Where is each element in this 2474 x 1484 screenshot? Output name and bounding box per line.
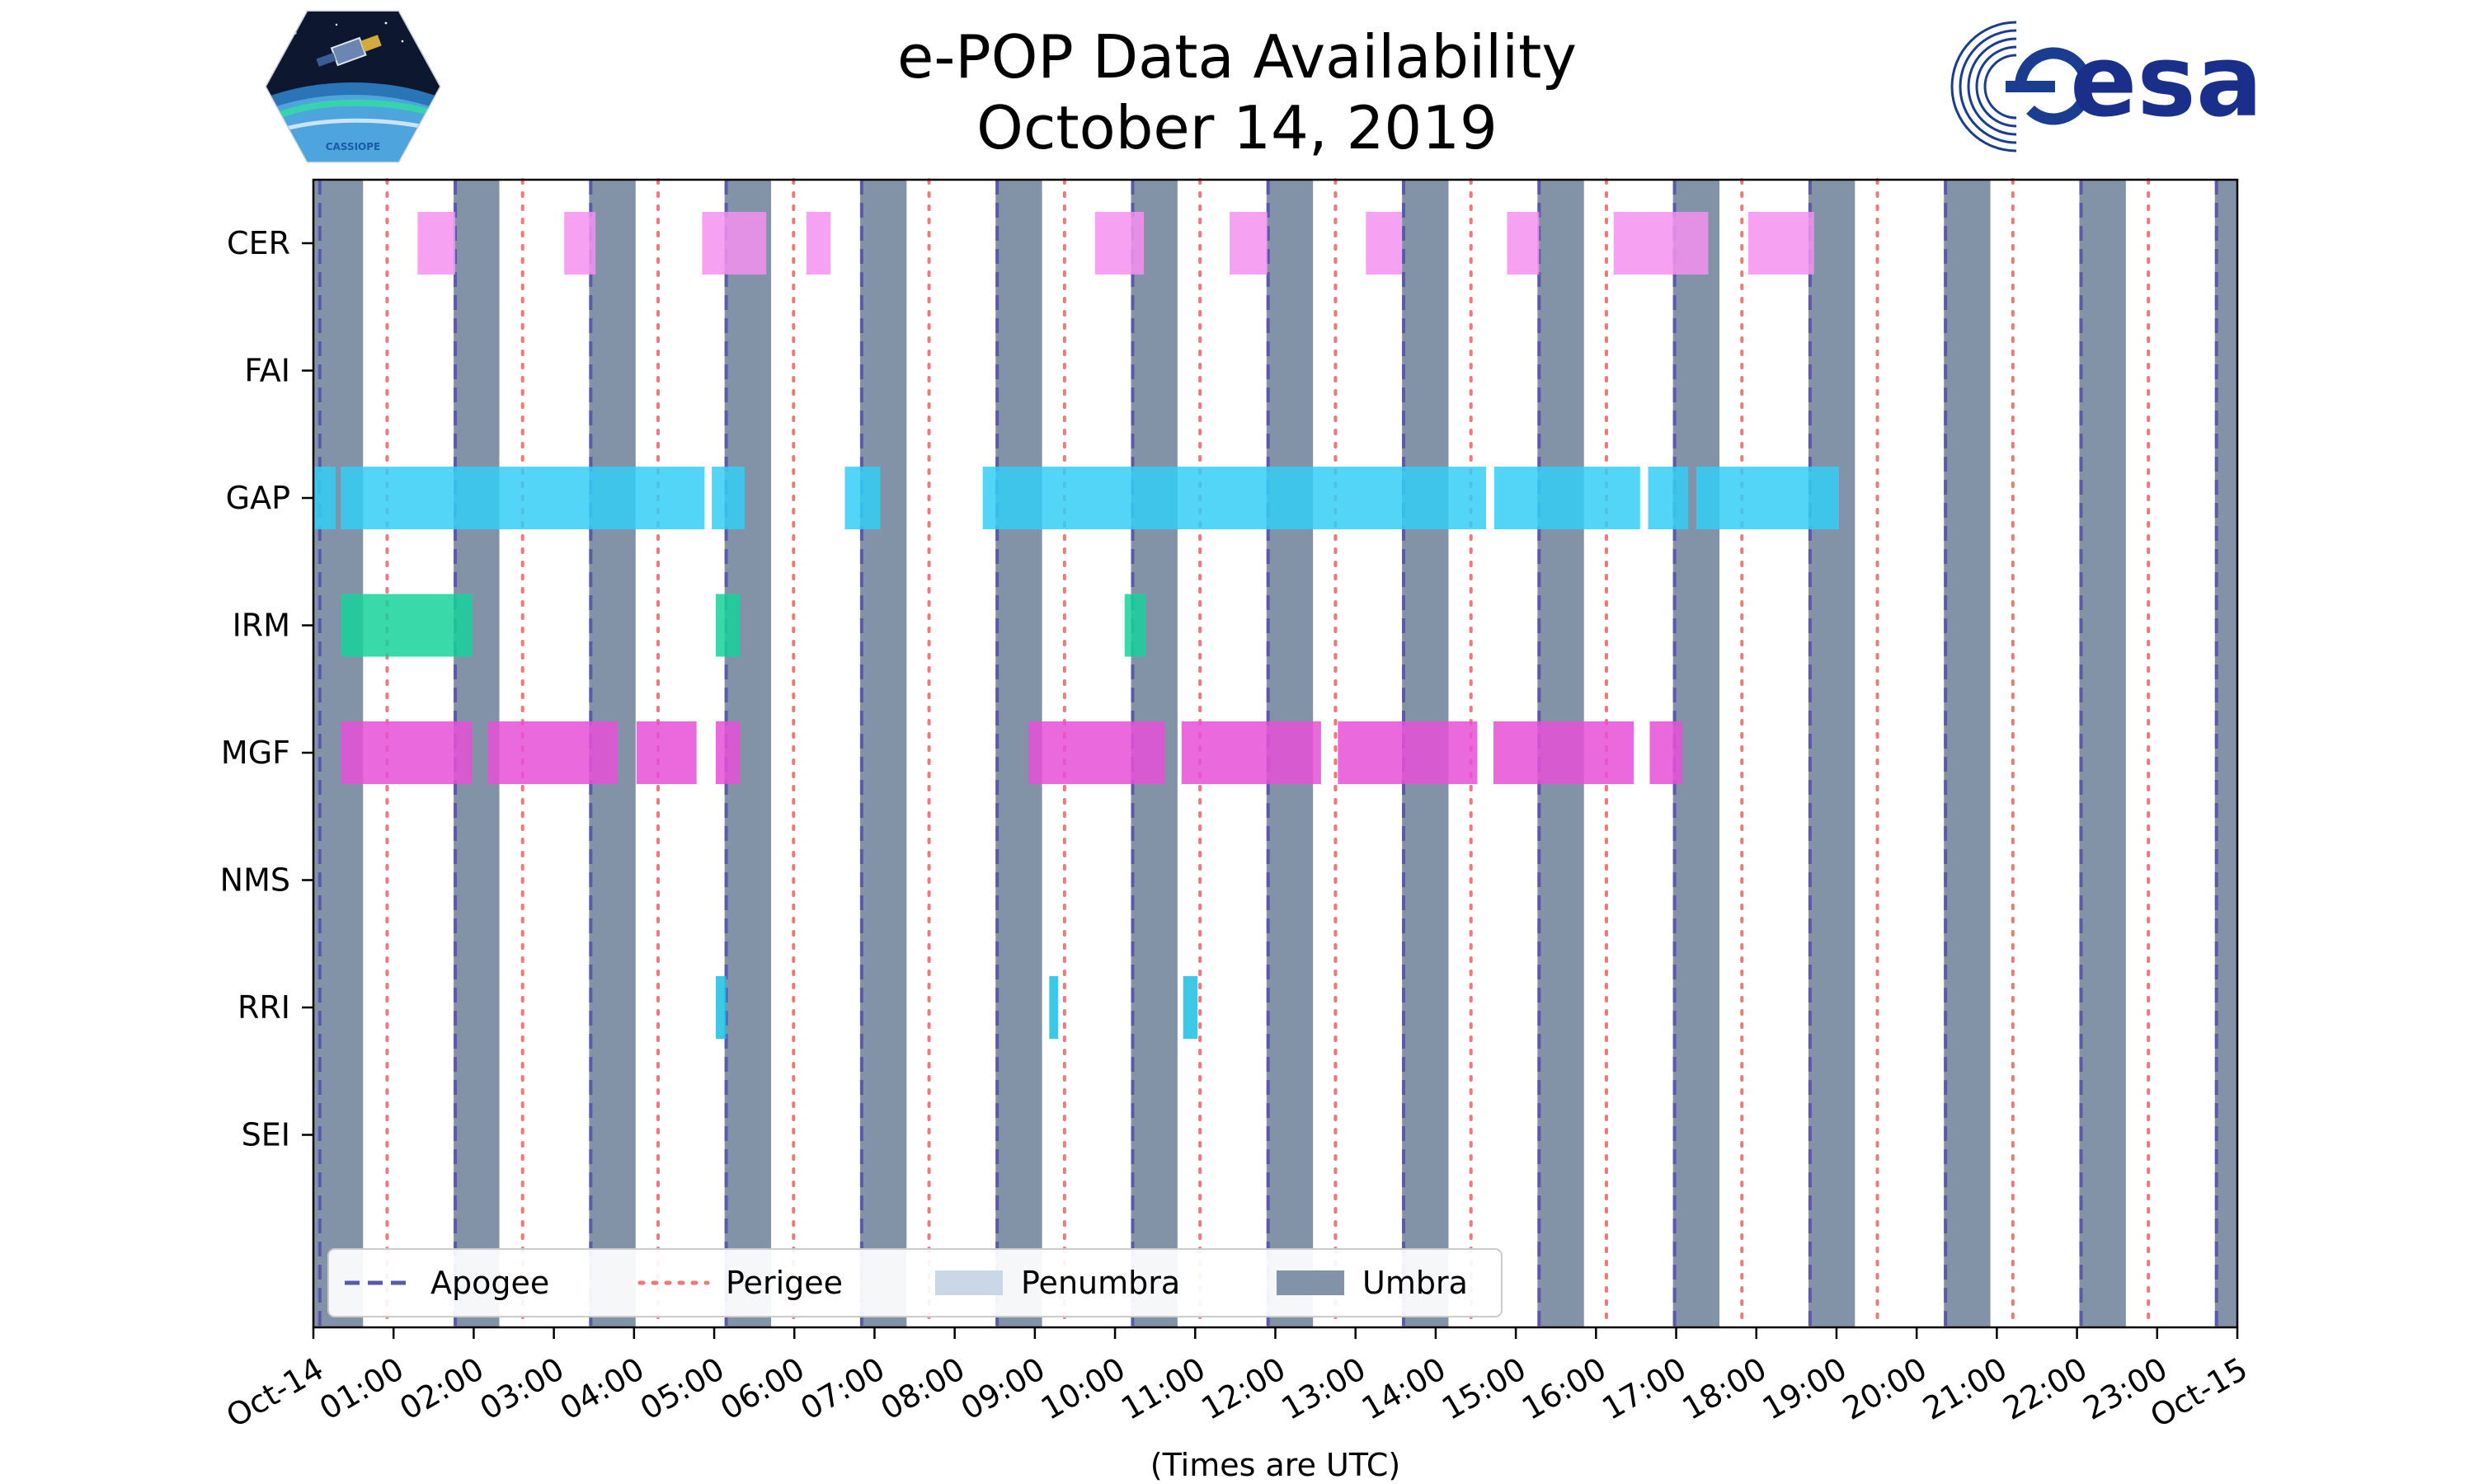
legend-umbra-swatch <box>1277 1270 1344 1295</box>
bar-mgf-0 <box>341 721 473 784</box>
bar-cer-9 <box>1748 212 1814 275</box>
legend: Apogee Perigee Penumbra Umbra <box>327 1248 1503 1317</box>
esa-logo-icon: esa <box>1950 16 2263 157</box>
umbra-band-12 <box>1944 180 1991 1327</box>
chart-title-line2: October 14, 2019 <box>976 93 1498 162</box>
y-tick-label: FAI <box>244 353 290 389</box>
chart-title: e-POP Data Availability October 14, 2019 <box>0 21 2474 163</box>
data-bars <box>313 212 1839 1039</box>
bar-cer-6 <box>1366 212 1403 275</box>
umbra-band-11 <box>1808 180 1856 1327</box>
x-tick-label: 12:00 <box>1195 1350 1291 1427</box>
bar-irm-1 <box>715 594 741 657</box>
bar-cer-7 <box>1507 212 1540 275</box>
x-tick-label: 16:00 <box>1516 1350 1612 1427</box>
legend-umbra-label: Umbra <box>1362 1265 1468 1301</box>
bar-cer-2 <box>702 212 767 275</box>
x-tick-label: Oct-14 <box>220 1350 330 1435</box>
x-axis: Oct-1401:0002:0003:0004:0005:0006:0007:0… <box>220 1327 2254 1435</box>
x-tick-label: 19:00 <box>1757 1350 1853 1427</box>
x-tick-label: 20:00 <box>1837 1350 1933 1427</box>
bar-rri-1 <box>1049 976 1059 1039</box>
bar-mgf-4 <box>1028 721 1165 784</box>
bar-cer-3 <box>806 212 830 275</box>
bar-rri-2 <box>1183 976 1198 1039</box>
bar-gap-5 <box>1493 467 1640 529</box>
x-tick-label: 05:00 <box>634 1350 731 1427</box>
bar-mgf-2 <box>636 721 697 784</box>
bar-gap-6 <box>1648 467 1689 529</box>
x-tick-label: 18:00 <box>1677 1350 1773 1427</box>
esa-logo-text: esa <box>2070 25 2263 139</box>
umbra-band-4 <box>859 180 907 1327</box>
x-tick-label: 11:00 <box>1115 1350 1211 1427</box>
legend-perigee-label: Perigee <box>726 1265 843 1301</box>
bar-gap-4 <box>982 467 1487 529</box>
bar-mgf-1 <box>487 721 618 784</box>
apogee-lines <box>317 180 2218 1327</box>
legend-box <box>327 1248 1503 1317</box>
bar-cer-1 <box>564 212 596 275</box>
y-tick-label: RRI <box>238 989 290 1026</box>
bar-irm-0 <box>341 594 473 657</box>
x-tick-label: 07:00 <box>794 1350 891 1427</box>
bar-cer-0 <box>417 212 456 275</box>
bar-gap-3 <box>844 467 881 529</box>
umbra-band-14 <box>2214 180 2237 1327</box>
legend-penumbra-swatch <box>935 1270 1003 1295</box>
x-tick-label: 06:00 <box>714 1350 811 1427</box>
bar-irm-2 <box>1124 594 1146 657</box>
x-tick-label: 09:00 <box>955 1350 1051 1427</box>
x-tick-label: 17:00 <box>1596 1350 1692 1427</box>
cassiope-badge-icon: CASSIOPE <box>265 10 441 163</box>
bar-mgf-7 <box>1493 721 1634 784</box>
umbra-band-13 <box>2079 180 2126 1327</box>
x-tick-label: 04:00 <box>554 1350 651 1427</box>
chart-title-line1: e-POP Data Availability <box>897 22 1577 92</box>
bar-rri-0 <box>715 976 727 1039</box>
y-axis: CER FAI GAP IRM MGF NMS RRI SEI <box>220 225 313 1153</box>
bar-mgf-6 <box>1338 721 1478 784</box>
x-tick-label: 10:00 <box>1035 1350 1131 1427</box>
y-tick-label: CER <box>227 225 290 261</box>
x-tick-label: 15:00 <box>1436 1350 1532 1427</box>
x-tick-label: 21:00 <box>1917 1350 2013 1427</box>
y-tick-label: NMS <box>220 862 290 899</box>
x-tick-label: 13:00 <box>1276 1350 1372 1427</box>
x-tick-label: 02:00 <box>393 1350 490 1427</box>
y-tick-label: GAP <box>226 480 290 516</box>
bar-gap-0 <box>313 467 336 529</box>
cassiope-badge-text: CASSIOPE <box>326 141 381 153</box>
bar-cer-5 <box>1230 212 1268 275</box>
legend-penumbra-label: Penumbra <box>1021 1265 1180 1301</box>
bar-mgf-5 <box>1181 721 1321 784</box>
y-tick-label: SEI <box>242 1117 290 1153</box>
x-tick-label: 03:00 <box>473 1350 570 1427</box>
y-tick-label: MGF <box>221 735 290 771</box>
bar-cer-8 <box>1613 212 1709 275</box>
bar-mgf-8 <box>1649 721 1683 784</box>
bar-gap-2 <box>712 467 745 529</box>
bar-gap-7 <box>1696 467 1839 529</box>
bar-cer-4 <box>1094 212 1145 275</box>
x-tick-label: 14:00 <box>1356 1350 1452 1427</box>
x-tick-label: 22:00 <box>1997 1350 2093 1427</box>
legend-apogee-label: Apogee <box>430 1265 549 1301</box>
bar-mgf-3 <box>715 721 741 784</box>
y-tick-label: IRM <box>233 608 290 644</box>
bar-gap-1 <box>341 467 705 529</box>
x-tick-label: 08:00 <box>875 1350 971 1427</box>
x-axis-label: (Times are UTC) <box>1150 1447 1400 1483</box>
x-tick-label: 01:00 <box>313 1350 410 1427</box>
